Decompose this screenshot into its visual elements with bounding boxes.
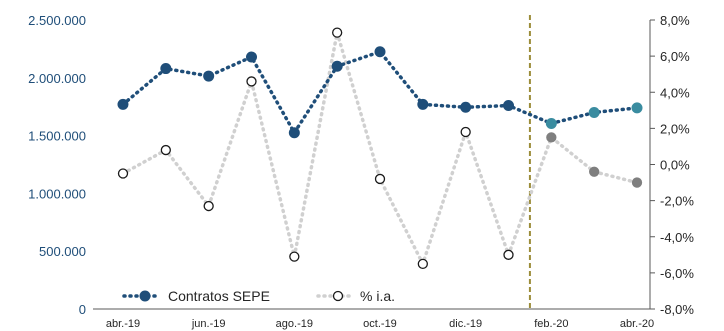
- x-axis-tick-label: jun.-19: [191, 318, 226, 330]
- pct-ia-point: [332, 27, 343, 38]
- pct-ia-point: [460, 126, 471, 138]
- x-axis-tick-label: dic.-19: [449, 318, 482, 330]
- pct-ia-point: [160, 144, 171, 156]
- pct-ia-point: [374, 173, 386, 185]
- left-axis-tick-label: 2.500.000: [28, 13, 86, 28]
- left-axis-tick-label: 2.000.000: [28, 71, 86, 86]
- legend-marker-contratos-sepe: [139, 290, 151, 302]
- right-axis-tick-label: 4,0%: [660, 85, 690, 100]
- right-axis-tick-label: 0,0%: [660, 158, 690, 173]
- x-axis-tick-label: ago.-19: [276, 318, 313, 330]
- right-axis-tick-label: -8,0%: [660, 302, 694, 317]
- contratos-sepe-point: [160, 63, 172, 75]
- contratos-sepe-point: [417, 98, 429, 110]
- legend-label-pct-ia: % i.a.: [360, 288, 395, 304]
- x-axis-tick-label: abr.-19: [106, 318, 140, 330]
- pct-ia-point: [289, 251, 300, 262]
- pct-ia-point: [246, 76, 257, 87]
- pct-ia-point: [546, 132, 557, 143]
- legend-label-contratos-sepe: Contratos SEPE: [168, 288, 270, 304]
- pct-ia-point: [589, 166, 600, 177]
- contratos-sepe-point: [545, 117, 557, 129]
- right-axis-tick-label: 6,0%: [660, 49, 690, 64]
- left-axis-tick-label: 500.000: [39, 244, 86, 259]
- right-axis-tick-label: 8,0%: [660, 13, 690, 28]
- pct-ia-point: [503, 249, 514, 260]
- contratos-sepe-point: [374, 46, 386, 58]
- left-axis-tick-label: 0: [79, 302, 86, 317]
- pct-ia-point: [117, 168, 129, 179]
- series-line-contratos-sepe: [121, 49, 639, 137]
- right-axis-tick-label: -2,0%: [660, 194, 694, 209]
- series-line-pct-ia: [121, 32, 639, 269]
- contratos-sepe-point: [203, 70, 215, 82]
- contratos-sepe-point: [288, 127, 300, 139]
- x-axis-tick-label: feb.-20: [534, 318, 568, 330]
- legend-marker-pct-ia: [332, 290, 344, 302]
- x-axis-tick-label: abr.-20: [620, 318, 654, 330]
- contratos-sepe-point: [460, 101, 472, 113]
- contratos-sepe-point: [117, 98, 129, 110]
- left-axis-tick-label: 1.000.000: [28, 186, 86, 201]
- contratos-sepe-point: [503, 100, 514, 112]
- pct-ia-point: [631, 177, 643, 188]
- contratos-sepe-point: [246, 51, 257, 63]
- right-axis-tick-label: 2,0%: [660, 121, 690, 136]
- right-axis-tick-label: -4,0%: [660, 230, 694, 245]
- pct-ia-point: [417, 258, 428, 269]
- contratos-sepe-point: [331, 60, 343, 72]
- contratos-sepe-point: [631, 102, 643, 114]
- left-axis-tick-label: 1.500.000: [28, 129, 86, 144]
- contratos-sepe-point: [588, 106, 600, 118]
- pct-ia-point: [203, 200, 214, 212]
- x-axis-tick-label: oct.-19: [363, 318, 397, 330]
- right-axis-tick-label: -6,0%: [660, 266, 694, 281]
